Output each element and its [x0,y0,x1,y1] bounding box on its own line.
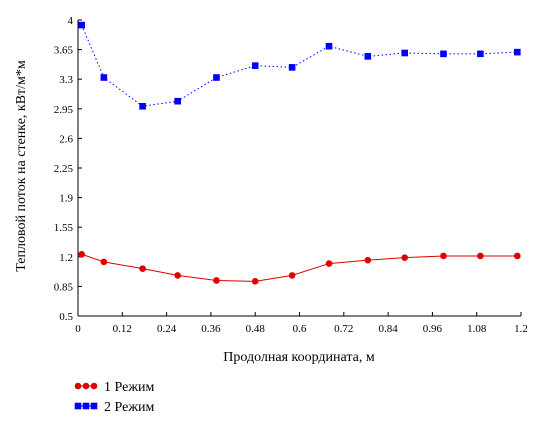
data-point [364,256,372,264]
y-tick-label: 1.55 [54,222,74,234]
data-point [213,74,220,81]
data-point [514,252,521,260]
data-point [139,102,146,110]
x-tick-label: 0.36 [201,323,221,335]
data-point [78,250,85,258]
y-tick-label: 3.65 [54,45,74,57]
data-point [440,252,447,260]
data-point [288,272,296,279]
data-point [174,97,181,105]
x-tick-label: 0.84 [378,323,398,335]
y-tick-label: 1.9 [59,193,73,205]
legend-label: 1 Режим [104,380,154,395]
data-point [364,53,372,60]
x-tick-label: 0.12 [113,323,132,335]
x-tick-label: 0.6 [293,323,307,335]
data-point [325,260,333,267]
data-point [477,50,484,58]
legend-item: 2 Режим [74,400,154,415]
y-tick-label: 2.95 [54,104,74,116]
y-tick-label: 2.6 [59,133,73,145]
data-point [213,277,220,284]
data-point [477,252,484,260]
data-point [514,48,521,56]
series-2 [78,21,521,110]
data-point [251,278,259,285]
series-2-line [81,24,518,107]
data-point [100,258,108,266]
x-tick-label: 0.48 [246,323,266,335]
series-layer [78,21,521,285]
x-axis-title: Продолная координата, м [223,350,375,365]
x-tick-label: 1.2 [514,323,528,335]
axes: 0 0.12 0.24 0.36 0.48 0.6 0.72 0.84 0.96 1.08 1.2 0… [54,15,528,335]
x-tick-label: 1.08 [467,323,487,335]
y-axis-title: Тепловой поток на стенке, кВт/м*м [14,60,29,272]
y-tick-label: 3.3 [59,74,73,86]
legend: 1 Режим 2 Режим [74,380,154,415]
series-1-line [81,253,518,282]
y-tick-label: 0.85 [54,281,74,293]
data-point [251,62,259,69]
x-tick-label: 0.72 [334,323,353,335]
data-point [440,50,447,58]
legend-label: 2 Режим [104,400,154,415]
data-point [174,272,181,279]
y-tick-label: 1.2 [59,252,73,264]
data-point [139,265,146,272]
data-point [401,254,409,261]
x-tick-label: 0 [75,323,81,335]
data-point [78,21,85,29]
data-point [288,64,296,71]
x-tick-label: 0.24 [157,323,177,335]
y-tick-label: 0.5 [59,311,73,323]
x-tick-label: 0.96 [423,323,443,335]
legend-item: 1 Режим [74,380,154,395]
data-point [100,74,108,81]
data-point [325,42,333,50]
series-1 [78,250,521,285]
data-point [401,49,409,57]
y-tick-label: 2.25 [54,163,74,175]
y-tick-label: 4 [68,15,74,27]
